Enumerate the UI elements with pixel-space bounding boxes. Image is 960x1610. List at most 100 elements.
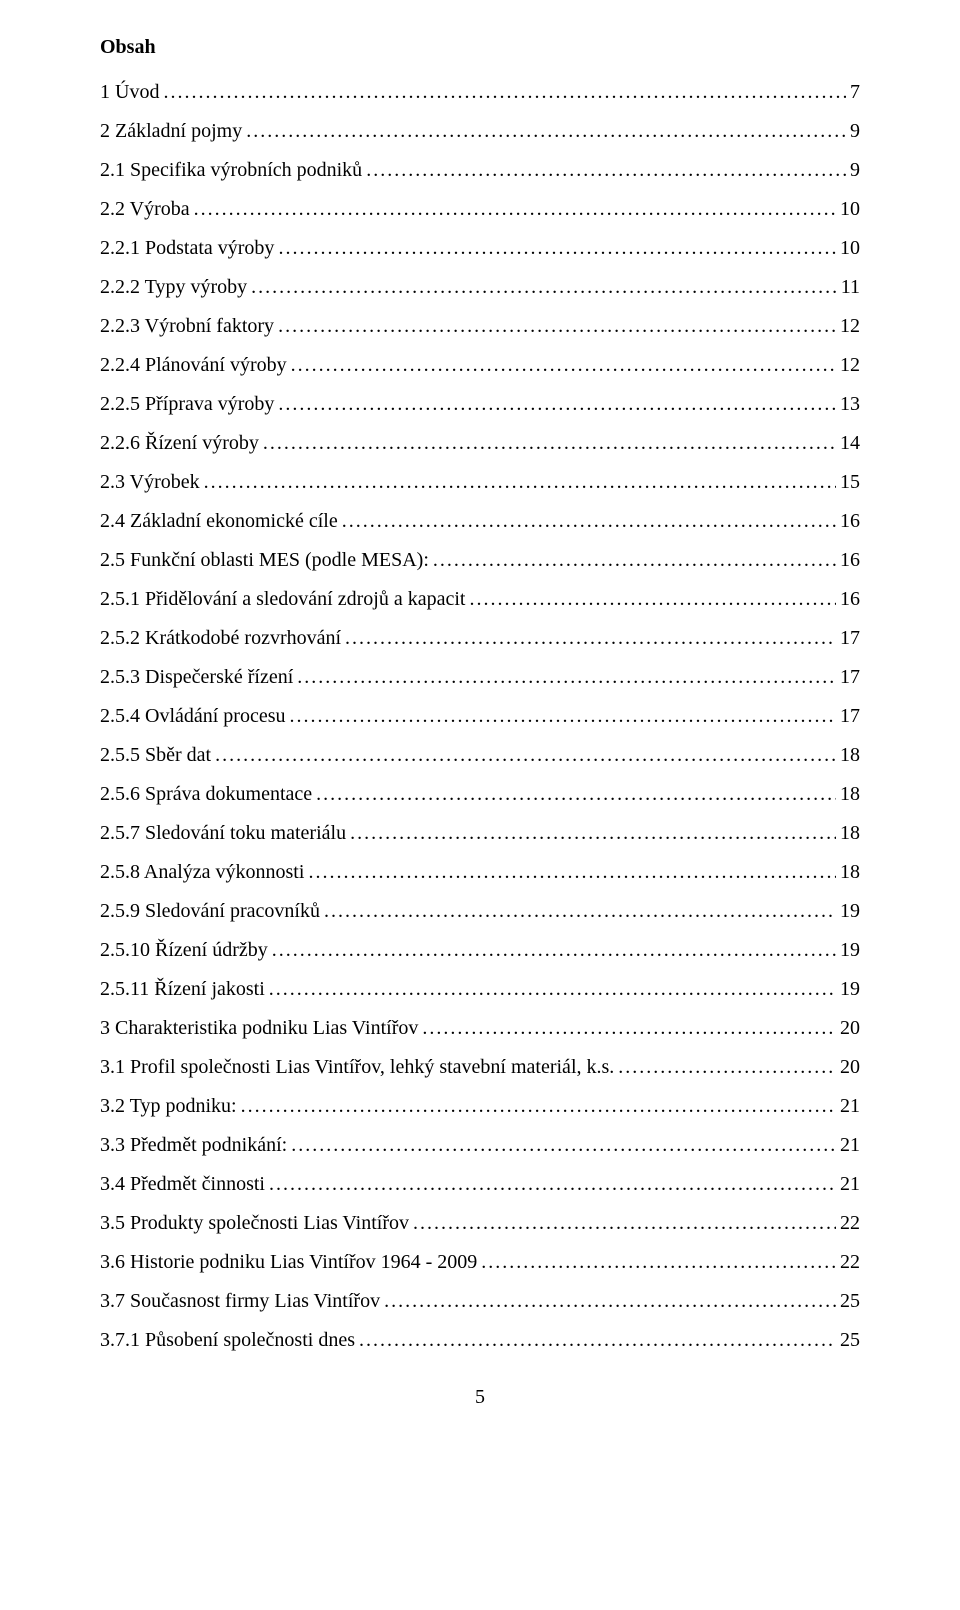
toc-entry-label: 2.5.5 Sběr dat [100, 736, 211, 775]
toc-entry-label: 2.4 Základní ekonomické cíle [100, 502, 338, 541]
toc-entry-page: 20 [840, 1048, 860, 1087]
toc-entry-page: 25 [840, 1321, 860, 1360]
toc-leader-dots [433, 541, 836, 580]
toc-entry: 3.5 Produkty společnosti Lias Vintířov 22 [100, 1204, 860, 1243]
toc-entry-label: 3.7 Současnost firmy Lias Vintířov [100, 1282, 380, 1321]
toc-entry-label: 2.2.4 Plánování výroby [100, 346, 287, 385]
toc-entry-page: 16 [840, 580, 860, 619]
toc-leader-dots [291, 346, 836, 385]
toc-entry: 2.5.7 Sledování toku materiálu18 [100, 814, 860, 853]
toc-entry: 3.7.1 Působení společnosti dnes 25 [100, 1321, 860, 1360]
toc-entry: 2.2.6 Řízení výroby 14 [100, 424, 860, 463]
toc-entry: 2.5.6 Správa dokumentace18 [100, 775, 860, 814]
toc-entry: 2.4 Základní ekonomické cíle16 [100, 502, 860, 541]
toc-entry-label: 2.5.11 Řízení jakosti [100, 970, 265, 1009]
toc-entry-page: 11 [841, 268, 860, 307]
toc-entry-page: 17 [840, 697, 860, 736]
toc-leader-dots [324, 892, 836, 931]
toc-leader-dots [345, 619, 836, 658]
toc-entry-page: 22 [840, 1243, 860, 1282]
toc-entry-label: 3.3 Předmět podnikání: [100, 1126, 287, 1165]
toc-entry: 2 Základní pojmy9 [100, 112, 860, 151]
toc-leader-dots [366, 151, 846, 190]
toc-entry: 3.4 Předmět činnosti 21 [100, 1165, 860, 1204]
toc-leader-dots [481, 1243, 836, 1282]
page-number: 5 [100, 1378, 860, 1417]
toc-entry-label: 2.2.3 Výrobní faktory [100, 307, 274, 346]
toc-entry: 2.2.4 Plánování výroby 12 [100, 346, 860, 385]
toc-leader-dots [384, 1282, 836, 1321]
toc-entry-label: 3.2 Typ podniku: [100, 1087, 237, 1126]
toc-entry-page: 18 [840, 736, 860, 775]
toc-entry-label: 2.2.1 Podstata výroby [100, 229, 274, 268]
toc-entry-page: 12 [840, 346, 860, 385]
toc-entry-label: 2.5.9 Sledování pracovníků [100, 892, 320, 931]
toc-entry-page: 19 [840, 931, 860, 970]
toc-leader-dots [204, 463, 836, 502]
toc-entry-page: 21 [840, 1165, 860, 1204]
toc-entry: 2.5.3 Dispečerské řízení17 [100, 658, 860, 697]
toc-entry: 2.1 Specifika výrobních podniků 9 [100, 151, 860, 190]
toc-entry-page: 9 [850, 151, 860, 190]
toc-entry-label: 2.2.5 Příprava výroby [100, 385, 274, 424]
toc-leader-dots [269, 1165, 836, 1204]
toc-entry-page: 21 [840, 1126, 860, 1165]
toc-entry-page: 14 [840, 424, 860, 463]
toc-leader-dots [291, 1126, 836, 1165]
toc-leader-dots [342, 502, 836, 541]
toc-entry-page: 9 [850, 112, 860, 151]
toc-entry-label: 2.5.8 Analýza výkonnosti [100, 853, 304, 892]
toc-entry-page: 16 [840, 541, 860, 580]
toc-leader-dots [413, 1204, 836, 1243]
toc-entry: 2.5.8 Analýza výkonnosti18 [100, 853, 860, 892]
toc-leader-dots [163, 73, 846, 112]
toc-entry: 2.5.10 Řízení údržby19 [100, 931, 860, 970]
toc-leader-dots [618, 1048, 836, 1087]
toc-entry: 1 Úvod7 [100, 73, 860, 112]
toc-entry: 2.5.4 Ovládání procesu17 [100, 697, 860, 736]
toc-entry-label: 2.5.3 Dispečerské řízení [100, 658, 293, 697]
toc-entry-page: 19 [840, 892, 860, 931]
toc-entry-label: 1 Úvod [100, 73, 159, 112]
toc-entry: 2.5.5 Sběr dat 18 [100, 736, 860, 775]
toc-entry-page: 22 [840, 1204, 860, 1243]
toc-leader-dots [251, 268, 837, 307]
toc-entry: 3.1 Profil společnosti Lias Vintířov, le… [100, 1048, 860, 1087]
toc-entry-page: 17 [840, 619, 860, 658]
toc-leader-dots [263, 424, 836, 463]
toc-leader-dots [272, 931, 836, 970]
toc-entry: 3 Charakteristika podniku Lias Vintířov2… [100, 1009, 860, 1048]
toc-entry: 2.5.2 Krátkodobé rozvrhování 17 [100, 619, 860, 658]
toc-entry-label: 2.5.2 Krátkodobé rozvrhování [100, 619, 341, 658]
toc-entry: 2.3 Výrobek15 [100, 463, 860, 502]
toc-leader-dots [350, 814, 836, 853]
toc-entry: 2.2.1 Podstata výroby10 [100, 229, 860, 268]
toc-entry: 2.5 Funkční oblasti MES (podle MESA): 16 [100, 541, 860, 580]
toc-entry-page: 21 [840, 1087, 860, 1126]
toc-entry-page: 13 [840, 385, 860, 424]
toc-leader-dots [278, 307, 836, 346]
toc-leader-dots [316, 775, 836, 814]
toc-entry-label: 2.2 Výroba [100, 190, 190, 229]
toc-entry-label: 2.5.7 Sledování toku materiálu [100, 814, 346, 853]
toc-entry-label: 2.1 Specifika výrobních podniků [100, 151, 362, 190]
toc-entry-label: 3.5 Produkty společnosti Lias Vintířov [100, 1204, 409, 1243]
toc-entry: 3.2 Typ podniku: 21 [100, 1087, 860, 1126]
toc-entry-page: 10 [840, 190, 860, 229]
toc-entry-label: 2.5 Funkční oblasti MES (podle MESA): [100, 541, 429, 580]
toc-leader-dots [215, 736, 836, 775]
toc-leader-dots [422, 1009, 836, 1048]
toc-entry-page: 15 [840, 463, 860, 502]
toc-list: 1 Úvod72 Základní pojmy92.1 Specifika vý… [100, 73, 860, 1360]
toc-leader-dots [194, 190, 836, 229]
toc-leader-dots [297, 658, 836, 697]
toc-entry-label: 2.2.6 Řízení výroby [100, 424, 259, 463]
toc-entry: 2.2.2 Typy výroby11 [100, 268, 860, 307]
toc-entry: 2.2.3 Výrobní faktory12 [100, 307, 860, 346]
toc-entry-label: 3.7.1 Působení společnosti dnes [100, 1321, 355, 1360]
toc-entry-label: 3.4 Předmět činnosti [100, 1165, 265, 1204]
toc-entry: 3.6 Historie podniku Lias Vintířov 1964 … [100, 1243, 860, 1282]
toc-entry-label: 2.5.1 Přidělování a sledování zdrojů a k… [100, 580, 465, 619]
toc-entry-label: 3.1 Profil společnosti Lias Vintířov, le… [100, 1048, 614, 1087]
toc-entry-label: 3 Charakteristika podniku Lias Vintířov [100, 1009, 418, 1048]
